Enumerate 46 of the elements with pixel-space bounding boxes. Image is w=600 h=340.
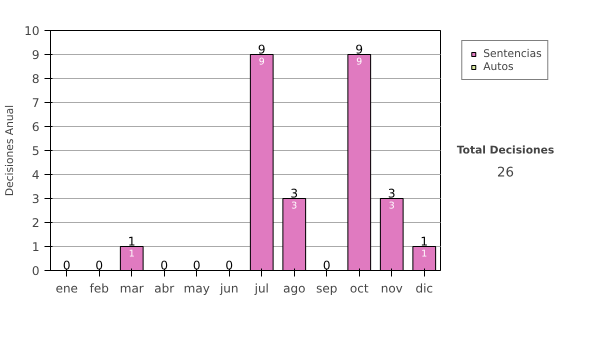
legend-label: Sentencias [483, 47, 542, 60]
x-tick-label: jul [254, 282, 269, 296]
x-tick-label: jun [218, 282, 239, 296]
total-label: 9 [355, 42, 364, 56]
y-tick-label: 2 [32, 216, 40, 230]
x-tick-label: oct [350, 282, 369, 296]
total-label: 0 [160, 258, 168, 272]
total-label: 0 [192, 258, 201, 272]
text: Total Decisiones [456, 144, 554, 156]
y-tick-label: 8 [32, 72, 40, 86]
total-label: 3 [290, 186, 298, 200]
x-tick-label: nov [380, 282, 403, 296]
y-tick-label: 1 [32, 240, 40, 254]
y-tick-label: 10 [24, 24, 40, 38]
y-tick-label: 9 [32, 48, 40, 62]
y-tick-label: 0 [32, 264, 40, 278]
total-label: 0 [322, 258, 331, 272]
y-axis-title: Decisiones Anual [3, 104, 16, 196]
data-label: 3 [291, 200, 298, 212]
x-tick-label: sep [316, 282, 338, 296]
data-label: 1 [128, 248, 135, 260]
y-tick-label: 5 [32, 144, 40, 158]
total-label: 0 [95, 258, 104, 272]
data-label: 3 [388, 200, 395, 212]
x-tick-label: dic [415, 282, 434, 296]
text: 26 [497, 166, 514, 181]
x-tick-label: ene [56, 282, 78, 296]
data-label: 1 [421, 248, 428, 260]
data-label: 9 [258, 56, 265, 68]
total-label: 1 [420, 234, 428, 248]
y-tick-label: 6 [32, 120, 40, 134]
total-label: 3 [388, 186, 396, 200]
total-label: 0 [62, 258, 71, 272]
x-tick-label: ago [283, 282, 306, 296]
y-tick-label: 3 [32, 192, 40, 206]
total-label: 1 [128, 234, 136, 248]
data-label: 9 [356, 56, 362, 68]
x-tick-label: mar [120, 282, 144, 296]
legend-label: Autos [483, 60, 514, 73]
x-tick-label: may [184, 282, 210, 296]
x-tick-label: feb [90, 282, 109, 296]
total-label: 9 [258, 42, 266, 56]
total-label: 0 [225, 258, 234, 272]
y-tick-label: 4 [32, 168, 40, 182]
y-tick-label: 7 [32, 96, 40, 110]
x-tick-label: abr [154, 282, 174, 296]
